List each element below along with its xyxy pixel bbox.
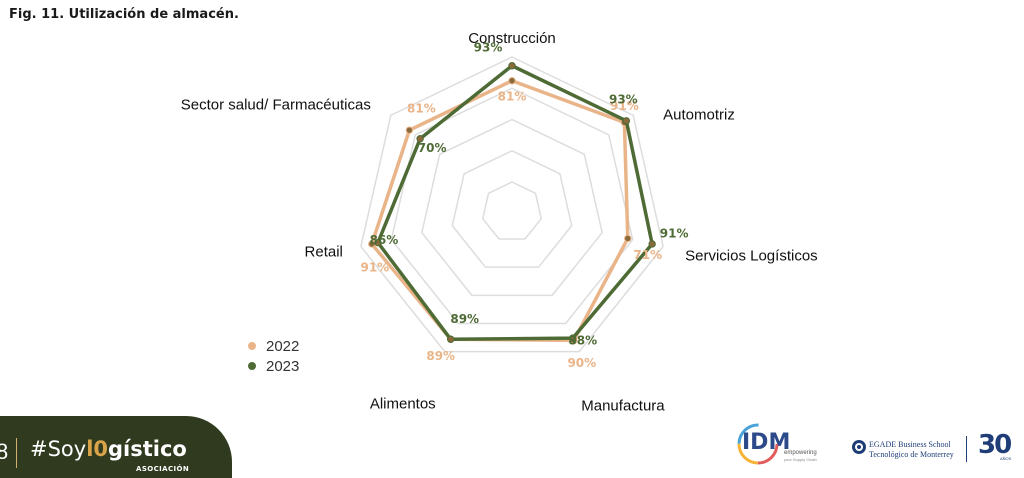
data-point-2023-retail [374, 238, 382, 247]
axis-label-manufactura: Manufactura [581, 398, 665, 415]
idm-ring-icon [737, 423, 779, 465]
data-point-2022-construccion [508, 77, 516, 85]
radar-labels: Construcción Automotriz Servicios Logístic… [181, 30, 818, 415]
radar-series [368, 62, 656, 345]
grid-ring [360, 56, 664, 353]
legend-label-2022: 2022 [266, 337, 300, 355]
brand-mid: l0 [86, 437, 109, 461]
axis-label-alimentos: Alimentos [370, 396, 436, 413]
data-point-2022-servicios-logisticos [624, 234, 632, 243]
soylogistico-logo: #Soyl0gístico [30, 437, 187, 461]
value-label-2023-servicios-logisticos: 91% [660, 226, 689, 240]
value-label-2023-alimentos: 89% [450, 312, 479, 326]
axis-label-retail: Retail [305, 243, 343, 260]
radar-grid [360, 56, 664, 353]
grid-ring [481, 181, 543, 240]
page-number: 8 [0, 439, 9, 464]
value-label-2022-construccion: 81% [498, 89, 527, 103]
brand-prefix: #Soy [30, 437, 87, 461]
egade-institution: Tecnológico de Monterrey [869, 450, 954, 459]
grid-ring [421, 118, 603, 297]
idm-logo: IDM empowering your Supply Chain [736, 422, 826, 466]
value-label-2023-automotriz: 93% [609, 92, 638, 106]
grid-ring [451, 149, 573, 268]
footer-divider [16, 438, 17, 468]
egade-name: EGADE Business School [869, 440, 951, 449]
idm-tagline: empowering [784, 450, 817, 456]
value-label-2023-retail: 86% [370, 233, 399, 247]
legend-marker-2022 [248, 342, 256, 350]
legend-marker-2023 [248, 362, 256, 370]
series-line-2022 [370, 79, 630, 343]
value-label-2023-manufactura: 88% [568, 334, 597, 348]
legend-item-2022: 2022 [248, 336, 299, 356]
idm-wordmark: IDM [742, 430, 791, 455]
anniversary-logo: 30 [978, 430, 1012, 460]
anniversary-subtitle: AÑOS [1000, 456, 1012, 461]
brand-subtitle: ASOCIACIÓN [136, 465, 190, 473]
chart-legend: 2022 2023 [248, 336, 299, 376]
data-point-2023-servicios-logisticos [648, 240, 656, 248]
axis-label-servicios-logisticos: Servicios Logísticos [685, 247, 818, 264]
data-point-2023-sector-salud-farmaceuticas [416, 135, 424, 143]
data-point-2023-automotriz [622, 117, 631, 125]
egade-seal-icon [852, 440, 866, 454]
value-label-2022-retail: 91% [360, 260, 389, 274]
value-label-2022-manufactura: 90% [567, 356, 596, 370]
value-label-2023-sector-salud-farmaceuticas: 70% [418, 141, 447, 155]
figure-title: Fig. 11. Utilización de almacén. [9, 7, 239, 22]
data-point-2023-alimentos [447, 335, 455, 343]
value-label-2023-construccion: 93% [474, 40, 503, 54]
value-label-2022-alimentos: 89% [426, 349, 455, 363]
data-point-2022-sector-salud-farmaceuticas [405, 126, 414, 134]
brand-suffix: gístico [108, 437, 187, 461]
axis-label-construccion: Construcción [468, 30, 556, 47]
axis-label-automotriz: Automotriz [663, 106, 735, 123]
footer-brand-band [0, 416, 232, 478]
legend-label-2023: 2023 [266, 357, 300, 375]
idm-tagline-small: your Supply Chain [784, 457, 817, 462]
value-label-2022-sector-salud-farmaceuticas: 81% [407, 102, 436, 116]
series-line-2023 [376, 64, 654, 342]
data-point-2023-manufactura [569, 334, 577, 342]
data-point-2023-construccion [508, 62, 516, 70]
value-label-2022-servicios-logisticos: 71% [633, 248, 662, 262]
value-label-2022-automotriz: 91% [610, 99, 639, 113]
axis-label-sector-salud-farmaceuticas: Sector salud/ Farmacéuticas [181, 96, 371, 113]
grid-ring [390, 87, 634, 325]
logo-divider [966, 436, 967, 462]
legend-item-2023: 2023 [248, 356, 299, 376]
